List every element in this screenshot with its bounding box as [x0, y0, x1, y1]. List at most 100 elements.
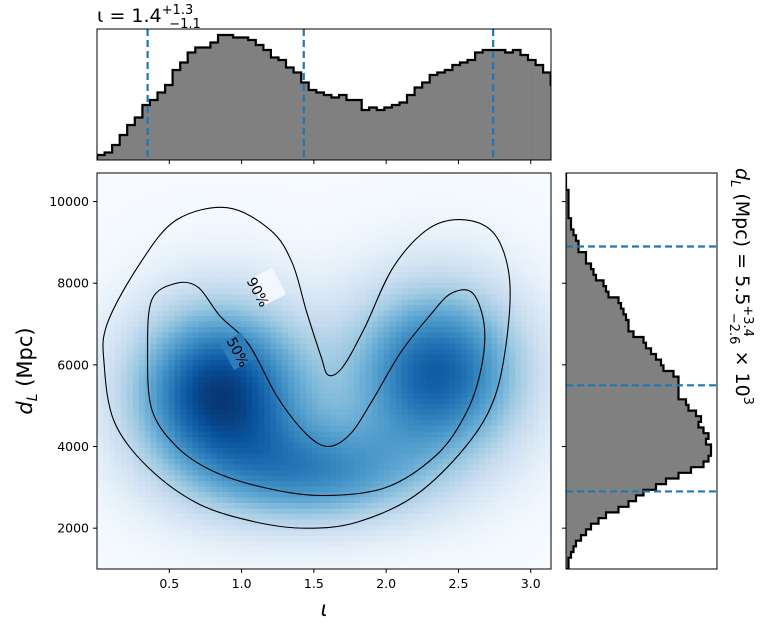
heatmap-cell [533, 497, 540, 504]
heatmap-cell [180, 299, 188, 306]
heatmap-cell [485, 316, 492, 323]
heatmap-cell [497, 266, 504, 273]
heatmap-cell [97, 316, 104, 323]
heatmap-cell [533, 464, 540, 471]
heatmap-cell [114, 189, 122, 196]
top-hist-bar [248, 40, 257, 160]
heatmap-cell [198, 272, 206, 279]
heatmap-cell [186, 272, 194, 279]
heatmap-cell [377, 261, 385, 268]
heatmap-cell [419, 508, 427, 515]
heatmap-cell [431, 409, 439, 416]
heatmap-cell [222, 217, 230, 224]
heatmap-cell [341, 343, 349, 350]
heatmap-cell [150, 387, 158, 394]
heatmap-cell [497, 508, 504, 515]
heatmap-cell [294, 426, 301, 433]
heatmap-cell [473, 371, 480, 378]
heatmap-cell [359, 321, 367, 328]
heatmap-cell [216, 283, 224, 290]
heatmap-cell [515, 200, 522, 207]
heatmap-cell [324, 261, 331, 268]
heatmap-cell [180, 404, 188, 411]
heatmap-cell [204, 217, 212, 224]
heatmap-cell [413, 475, 421, 482]
heatmap-cell [371, 305, 379, 312]
heatmap-cell [126, 459, 134, 466]
heatmap-cell [503, 481, 510, 488]
heatmap-cell [347, 277, 355, 284]
heatmap-cell [174, 415, 182, 422]
heatmap-cell [318, 409, 325, 416]
heatmap-cell [288, 404, 295, 411]
heatmap-cell [246, 310, 253, 317]
heatmap-cell [425, 514, 433, 521]
heatmap-cell [407, 239, 415, 246]
heatmap-cell [264, 173, 271, 180]
heatmap-cell [264, 255, 271, 262]
heatmap-cell [174, 393, 182, 400]
heatmap-cell [102, 277, 110, 284]
heatmap-cell [485, 327, 492, 334]
heatmap-cell [341, 211, 349, 218]
heatmap-cell [120, 321, 128, 328]
heatmap-cell [216, 382, 224, 389]
heatmap-cell [192, 376, 200, 383]
heatmap-cell [318, 184, 325, 191]
heatmap-cell [347, 310, 355, 317]
heatmap-cell [270, 415, 277, 422]
heatmap-cell [395, 420, 403, 427]
heatmap-cell [497, 222, 504, 229]
heatmap-cell [341, 299, 349, 306]
heatmap-cell [455, 266, 462, 273]
heatmap-cell [377, 178, 385, 185]
heatmap-cell [210, 211, 218, 218]
heatmap-cell [168, 184, 176, 191]
heatmap-cell [174, 222, 182, 229]
heatmap-cell [97, 481, 104, 488]
heatmap-cell [497, 354, 504, 361]
heatmap-cell [443, 376, 451, 383]
heatmap-cell [521, 189, 528, 196]
heatmap-cell [389, 360, 397, 367]
heatmap-cell [318, 272, 325, 279]
heatmap-cell [473, 453, 480, 460]
heatmap-cell [144, 294, 152, 301]
heatmap-cell [329, 409, 337, 416]
heatmap-cell [485, 365, 492, 372]
heatmap-cell [186, 475, 194, 482]
heatmap-cell [144, 442, 152, 449]
heatmap-cell [401, 420, 409, 427]
heatmap-cell [329, 459, 337, 466]
heatmap-cell [329, 173, 337, 180]
heatmap-cell [527, 431, 534, 438]
heatmap-cell [174, 266, 182, 273]
heatmap-cell [509, 288, 516, 295]
heatmap-cell [102, 294, 110, 301]
heatmap-cell [318, 437, 325, 444]
heatmap-cell [312, 437, 319, 444]
heatmap-cell [108, 464, 116, 471]
heatmap-cell [491, 222, 498, 229]
heatmap-cell [521, 294, 528, 301]
heatmap-cell [306, 206, 313, 213]
heatmap-cell [485, 376, 492, 383]
heatmap-cell [174, 299, 182, 306]
heatmap-cell [431, 437, 439, 444]
heatmap-cell [347, 244, 355, 251]
heatmap-cell [443, 178, 451, 185]
heatmap-cell [347, 486, 355, 493]
heatmap-cell [479, 310, 486, 317]
heatmap-cell [252, 272, 259, 279]
heatmap-cell [461, 299, 468, 306]
heatmap-cell [395, 365, 403, 372]
heatmap-cell [282, 393, 289, 400]
heatmap-cell [97, 371, 104, 378]
heatmap-cell [270, 255, 277, 262]
heatmap-cell [246, 371, 253, 378]
heatmap-cell [204, 261, 212, 268]
heatmap-cell [102, 343, 110, 350]
heatmap-cell [234, 305, 241, 312]
heatmap-cell [347, 453, 355, 460]
heatmap-cell [383, 294, 391, 301]
